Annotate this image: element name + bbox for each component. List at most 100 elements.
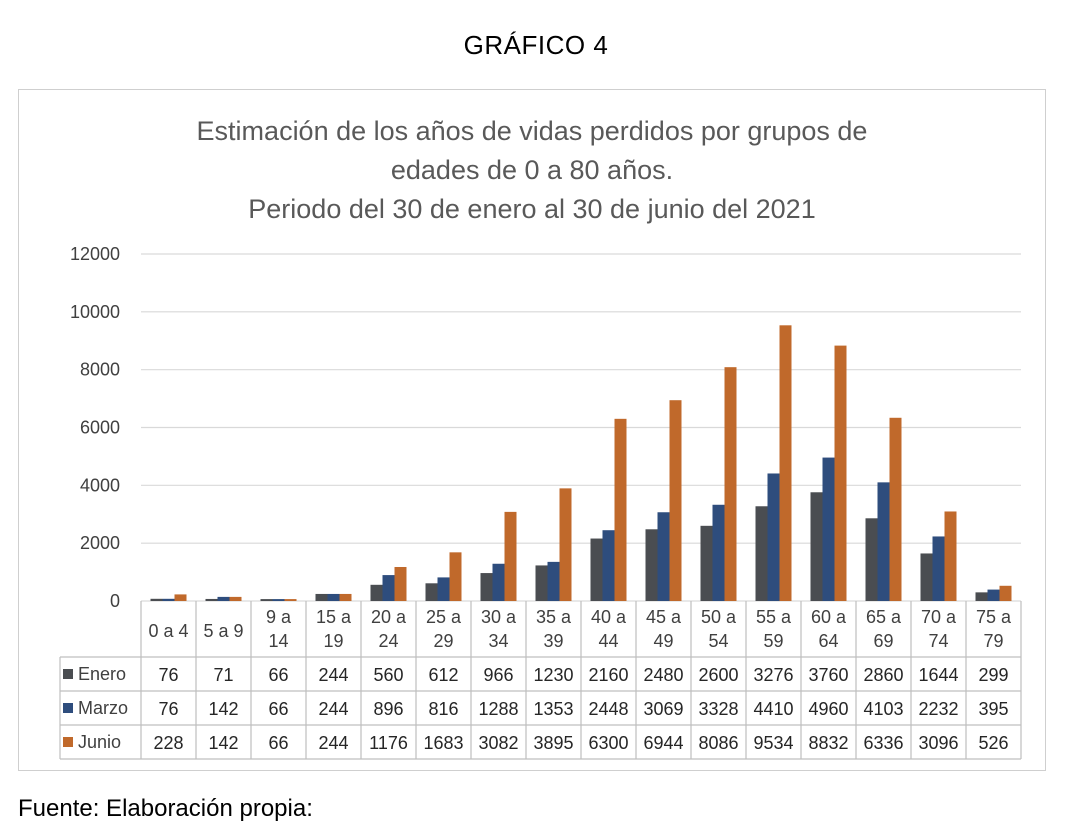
data-label: 142 xyxy=(208,699,238,719)
data-label: 6336 xyxy=(863,733,903,753)
chart-title: Estimación de los años de vidas perdidos… xyxy=(0,112,1064,229)
data-label: 228 xyxy=(153,733,183,753)
legend-label-marzo: Marzo xyxy=(78,698,128,718)
data-label: 3760 xyxy=(808,665,848,685)
data-label: 66 xyxy=(268,733,288,753)
bar-enero xyxy=(535,565,548,601)
data-label: 3328 xyxy=(698,699,738,719)
legend-key-marzo xyxy=(63,703,73,713)
data-label: 9534 xyxy=(753,733,793,753)
bar-marzo xyxy=(657,512,670,601)
data-label: 2600 xyxy=(698,665,738,685)
data-label: 612 xyxy=(428,665,458,685)
data-label: 142 xyxy=(208,733,238,753)
bar-marzo xyxy=(712,504,725,601)
data-label: 76 xyxy=(158,699,178,719)
x-tick-label: 14 xyxy=(268,631,288,651)
x-tick-label: 34 xyxy=(488,631,508,651)
bar-marzo xyxy=(492,563,505,601)
bar-junio xyxy=(284,599,297,601)
bar-marzo xyxy=(217,596,230,601)
data-label: 244 xyxy=(318,665,348,685)
x-tick-label: 19 xyxy=(323,631,343,651)
data-label: 3096 xyxy=(918,733,958,753)
legend-label-enero: Enero xyxy=(78,664,126,684)
bar-enero xyxy=(755,506,768,601)
bar-marzo xyxy=(877,482,890,601)
x-tick-label: 20 a xyxy=(371,607,407,627)
bar-junio xyxy=(394,566,407,601)
bar-enero xyxy=(260,599,273,601)
bar-enero xyxy=(865,518,878,601)
data-label: 8832 xyxy=(808,733,848,753)
bar-junio xyxy=(559,488,572,601)
data-label: 4410 xyxy=(753,699,793,719)
x-tick-label: 25 a xyxy=(426,607,462,627)
y-tick-label: 10000 xyxy=(70,302,120,322)
data-label: 3069 xyxy=(643,699,683,719)
chart-title-line-1: Estimación de los años de vidas perdidos… xyxy=(196,116,868,146)
data-label: 896 xyxy=(373,699,403,719)
x-tick-label: 39 xyxy=(543,631,563,651)
data-label: 6300 xyxy=(588,733,628,753)
x-tick-label: 5 a 9 xyxy=(203,621,243,641)
source-note: Fuente: Elaboración propia: xyxy=(18,795,313,822)
bar-junio xyxy=(614,418,627,601)
x-tick-label: 69 xyxy=(873,631,893,651)
y-tick-label: 8000 xyxy=(80,360,120,380)
data-label: 66 xyxy=(268,699,288,719)
x-tick-label: 79 xyxy=(983,631,1003,651)
data-label: 2480 xyxy=(643,665,683,685)
bar-enero xyxy=(700,525,713,601)
x-tick-label: 29 xyxy=(433,631,453,651)
bar-junio xyxy=(449,552,462,601)
data-label: 3082 xyxy=(478,733,518,753)
x-tick-label: 55 a xyxy=(756,607,792,627)
bar-enero xyxy=(480,573,493,601)
bar-enero xyxy=(315,593,328,601)
bar-marzo xyxy=(162,598,175,601)
bar-marzo xyxy=(272,599,285,601)
bar-junio xyxy=(944,511,957,601)
data-label: 1176 xyxy=(369,733,408,753)
data-label: 2160 xyxy=(588,665,628,685)
bar-marzo xyxy=(382,575,395,601)
x-tick-label: 65 a xyxy=(866,607,902,627)
bar-junio xyxy=(779,325,792,601)
data-label: 1288 xyxy=(478,699,518,719)
x-tick-label: 44 xyxy=(598,631,618,651)
x-tick-label: 30 a xyxy=(481,607,517,627)
bar-enero xyxy=(645,529,658,601)
x-tick-label: 70 a xyxy=(921,607,957,627)
bar-marzo xyxy=(327,593,340,601)
x-tick-label: 60 a xyxy=(811,607,847,627)
data-label: 816 xyxy=(428,699,458,719)
data-label: 2860 xyxy=(863,665,903,685)
legend-key-enero xyxy=(63,669,73,679)
data-label: 299 xyxy=(978,665,1008,685)
bar-marzo xyxy=(547,561,560,601)
x-tick-label: 49 xyxy=(653,631,673,651)
y-tick-label: 6000 xyxy=(80,418,120,438)
bar-junio xyxy=(174,594,187,601)
bar-junio xyxy=(669,400,682,601)
bar-marzo xyxy=(767,473,780,601)
legend-label-junio: Junio xyxy=(78,732,121,752)
x-tick-label: 35 a xyxy=(536,607,572,627)
x-tick-label: 50 a xyxy=(701,607,737,627)
x-tick-label: 74 xyxy=(928,631,948,651)
bar-marzo xyxy=(932,536,945,601)
bar-junio xyxy=(229,596,242,601)
x-tick-label: 45 a xyxy=(646,607,682,627)
data-label: 244 xyxy=(318,699,348,719)
bar-junio xyxy=(834,345,847,601)
data-label: 244 xyxy=(318,733,348,753)
bar-junio xyxy=(724,367,737,601)
data-label: 8086 xyxy=(698,733,738,753)
x-tick-label: 15 a xyxy=(316,607,352,627)
data-label: 71 xyxy=(213,665,233,685)
data-label: 1683 xyxy=(423,733,463,753)
x-tick-label: 40 a xyxy=(591,607,627,627)
bar-enero xyxy=(425,583,438,601)
